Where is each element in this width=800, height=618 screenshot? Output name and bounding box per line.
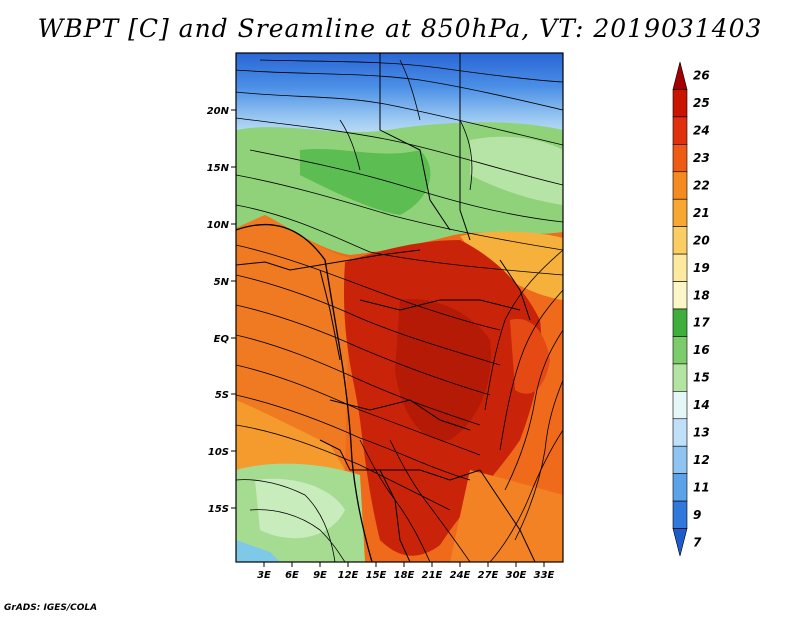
lon-tick: 12E xyxy=(338,562,359,581)
colorbar-segment xyxy=(672,418,688,447)
lat-tick: 15N xyxy=(207,163,236,174)
colorbar-label: 24 xyxy=(693,124,710,138)
colorbar-label: 23 xyxy=(693,151,710,165)
lat-label: 15N xyxy=(207,163,230,174)
lon-tick: 9E xyxy=(313,562,327,581)
lat-label: 5N xyxy=(214,277,230,288)
latitude-axis: 20N 15N 10N 5N EQ 5S 10S 15S xyxy=(207,106,236,515)
lat-tick: 20N xyxy=(207,106,236,117)
lon-label: 30E xyxy=(506,570,527,581)
colorbar-label: 18 xyxy=(693,288,710,302)
map-title: WBPT [C] and Sreamline at 850hPa, VT: 20… xyxy=(37,14,763,43)
colorbar-label: 17 xyxy=(693,316,710,330)
lon-label: 9E xyxy=(313,570,327,581)
colorbar-label: 14 xyxy=(693,398,710,412)
colorbar-segment xyxy=(672,144,688,173)
colorbar-segment xyxy=(672,473,688,502)
colorbar-label: 15 xyxy=(693,371,710,385)
lon-label: 18E xyxy=(394,570,415,581)
lon-label: 21E xyxy=(422,570,443,581)
lat-tick: 5S xyxy=(215,390,236,401)
colorbar-segment xyxy=(672,528,688,557)
colorbar-legend: 26 25 24 23 22 21 20 19 18 17 16 15 14 13 12 11 9 7 xyxy=(672,61,710,557)
colorbar-segment xyxy=(672,308,688,337)
lat-tick: 10S xyxy=(208,447,236,458)
lon-label: 3E xyxy=(257,570,271,581)
lon-label: 24E xyxy=(450,570,471,581)
lon-label: 12E xyxy=(338,570,359,581)
lat-label: 5S xyxy=(215,390,229,401)
colorbar-label: 22 xyxy=(693,179,710,193)
lat-label: EQ xyxy=(214,334,230,345)
lon-tick: 27E xyxy=(478,562,499,581)
colorbar-label: 20 xyxy=(693,233,710,247)
colorbar-segment xyxy=(672,391,688,420)
map-frame xyxy=(235,52,564,563)
colorbar-label: 21 xyxy=(693,206,710,220)
wbpt-field xyxy=(236,53,563,562)
colorbar-segment xyxy=(672,226,688,255)
lat-label: 20N xyxy=(207,106,230,117)
lon-tick: 30E xyxy=(506,562,527,581)
lat-label: 10S xyxy=(208,447,229,458)
lat-tick: 5N xyxy=(214,277,236,288)
country-boundaries xyxy=(236,53,536,562)
lon-label: 27E xyxy=(478,570,499,581)
colorbar-segment xyxy=(672,336,688,365)
colorbar-label: 25 xyxy=(693,96,710,110)
lon-tick: 18E xyxy=(394,562,415,581)
lon-tick: 3E xyxy=(257,562,271,581)
lon-label: 6E xyxy=(285,570,299,581)
lon-tick: 21E xyxy=(422,562,443,581)
lon-tick: 24E xyxy=(450,562,471,581)
colorbar-segment xyxy=(672,281,688,310)
colorbar-label: 11 xyxy=(693,480,710,494)
colorbar-label: 7 xyxy=(693,535,702,549)
colorbar-segment xyxy=(672,500,688,529)
colorbar-label: 26 xyxy=(693,69,710,83)
lat-label: 10N xyxy=(207,220,230,231)
colorbar-segment xyxy=(672,116,688,145)
lon-tick: 15E xyxy=(366,562,387,581)
colorbar-segment xyxy=(672,61,688,90)
coastline xyxy=(236,223,373,562)
lon-tick: 6E xyxy=(285,562,299,581)
colorbar-segment xyxy=(672,171,688,200)
colorbar-segment xyxy=(672,89,688,118)
colorbar-label: 9 xyxy=(693,508,701,522)
streamlines xyxy=(236,59,563,562)
colorbar-segment xyxy=(672,445,688,474)
colorbar-segment xyxy=(672,253,688,282)
lon-tick: 33E xyxy=(534,562,555,581)
grads-credit: GrADS: IGES/COLA xyxy=(4,603,98,613)
lon-label: 15E xyxy=(366,570,387,581)
lon-label: 33E xyxy=(534,570,555,581)
colorbar-label: 13 xyxy=(693,426,710,440)
colorbar-segment xyxy=(672,198,688,227)
lat-tick: 10N xyxy=(207,220,236,231)
colorbar-label: 12 xyxy=(693,453,710,467)
lat-label: 15S xyxy=(208,504,229,515)
colorbar-label: 16 xyxy=(693,343,710,357)
lat-tick: 15S xyxy=(208,504,236,515)
longitude-axis: 3E 6E 9E 12E 15E 18E 21E 24E 27E 30E 33E xyxy=(257,562,555,581)
colorbar-segment xyxy=(672,363,688,392)
lat-tick: EQ xyxy=(214,334,236,345)
colorbar-label: 19 xyxy=(693,261,710,275)
